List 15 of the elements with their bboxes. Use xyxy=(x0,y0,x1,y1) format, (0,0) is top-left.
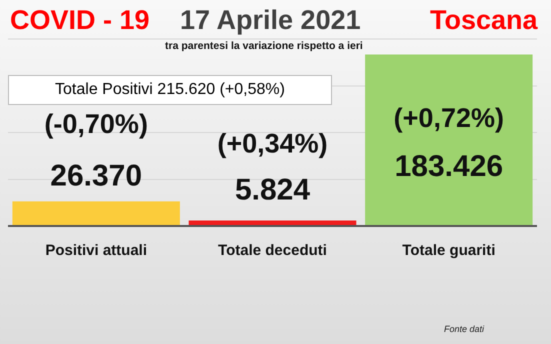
chart-subtitle: tra parentesi la variazione rispetto a ieri xyxy=(165,40,363,52)
x-tick-label: Totale guariti xyxy=(402,242,496,260)
x-tick-label: Positivi attuali xyxy=(45,242,148,260)
text: Toscana xyxy=(430,5,538,36)
source-note: Fonte dati xyxy=(444,324,484,334)
data-label: 26.370 xyxy=(50,160,142,193)
annotation: (+0,72%) xyxy=(394,102,504,133)
info-box: Totale Positivi 215.620 (+0,58%) xyxy=(8,75,332,105)
text: 17 Aprile 2021 xyxy=(180,5,361,36)
annotation: (+0,34%) xyxy=(217,128,328,158)
annotation: (-0,70%) xyxy=(44,108,148,139)
chart-title: COVID - 19 xyxy=(10,5,150,36)
x-tick-label: Totale deceduti xyxy=(218,242,327,260)
data-label: 5.824 xyxy=(234,173,310,206)
data-label: 183.426 xyxy=(394,150,504,183)
